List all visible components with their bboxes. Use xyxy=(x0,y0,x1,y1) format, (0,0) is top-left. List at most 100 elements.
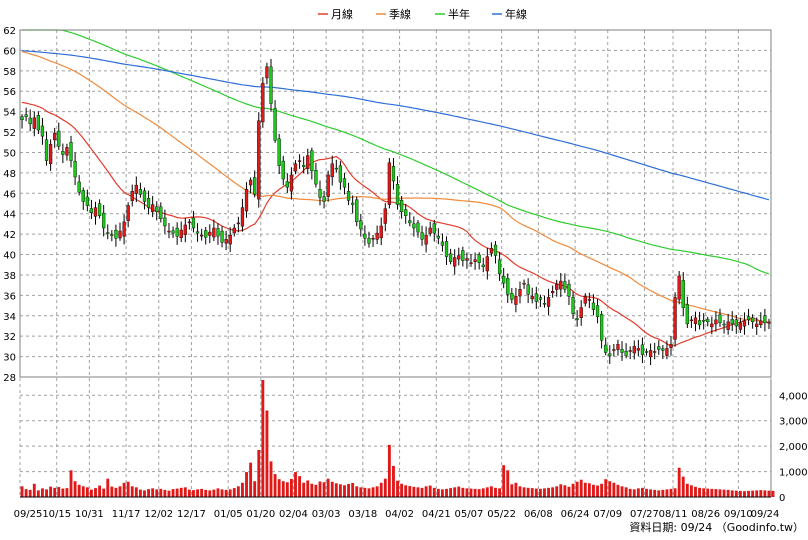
volume-bar xyxy=(28,489,32,497)
candle-body xyxy=(199,234,204,237)
candle-body xyxy=(97,203,102,216)
candle-body xyxy=(342,178,347,188)
candle-body xyxy=(395,184,400,205)
candle-body xyxy=(248,179,253,186)
price-tick-label: 38 xyxy=(3,271,16,282)
candle-body xyxy=(432,223,436,234)
candle-body xyxy=(326,174,330,197)
candle-body xyxy=(118,230,122,239)
volume-bar xyxy=(710,488,714,497)
volume-bar xyxy=(138,489,142,497)
volume-bar xyxy=(551,487,555,497)
candle-body xyxy=(673,297,677,340)
volume-bar xyxy=(273,474,277,497)
candle-body xyxy=(102,212,106,229)
volume-bar xyxy=(326,478,330,497)
candle-body xyxy=(571,296,575,314)
volume-bar xyxy=(518,486,522,497)
price-tick-label: 36 xyxy=(3,291,16,302)
legend-label: 季線 xyxy=(389,7,411,21)
volume-bar xyxy=(702,488,706,497)
candle-body xyxy=(428,227,432,234)
x-tick-label: 07/27 xyxy=(630,509,659,520)
candle-body xyxy=(481,264,485,267)
x-tick-label: 10/15 xyxy=(42,509,71,520)
volume-bar xyxy=(41,488,44,497)
volume-bar xyxy=(473,488,477,497)
candle-body xyxy=(710,323,714,328)
volume-bar xyxy=(677,467,681,497)
volume-bar xyxy=(583,482,587,497)
x-tick-label: 01/05 xyxy=(214,509,243,520)
volume-bar xyxy=(502,465,506,497)
volume-bar xyxy=(465,488,469,497)
volume-bar xyxy=(506,470,510,497)
candle-body xyxy=(595,305,600,317)
x-tick-label: 09/10 xyxy=(724,509,753,520)
candle-body xyxy=(742,320,747,327)
candle-body xyxy=(489,248,494,254)
volume-bar xyxy=(187,489,191,497)
volume-bar xyxy=(224,489,228,497)
ma-line-3 xyxy=(22,29,770,275)
volume-tick-label: 4,000 xyxy=(779,391,808,402)
candle-body xyxy=(61,151,65,155)
price-tick-label: 28 xyxy=(3,373,16,384)
x-tick-label: 08/11 xyxy=(659,509,688,520)
candle-body xyxy=(212,227,216,238)
candle-body xyxy=(224,239,228,244)
candle-body xyxy=(669,344,673,349)
candle-body xyxy=(542,303,547,305)
ma-line-4 xyxy=(21,50,770,201)
candle-body xyxy=(648,350,653,358)
price-tick-label: 44 xyxy=(3,210,16,221)
candle-body xyxy=(314,170,318,185)
candle-body xyxy=(522,282,526,285)
volume-bar xyxy=(314,484,318,497)
candle-body xyxy=(689,319,694,322)
candle-body xyxy=(563,281,567,290)
volume-bar xyxy=(183,487,187,497)
volume-bar xyxy=(367,488,371,497)
x-tick-label: 05/22 xyxy=(487,509,516,520)
volume-bar xyxy=(89,489,93,497)
volume-bar xyxy=(212,489,216,497)
x-tick-label: 07/09 xyxy=(593,509,622,520)
candle-body xyxy=(510,293,514,300)
candle-body xyxy=(57,130,61,147)
volume-bar xyxy=(428,485,432,497)
candle-body xyxy=(746,316,751,321)
candle-body xyxy=(383,208,387,224)
candle-body xyxy=(265,66,269,79)
price-tick-label: 54 xyxy=(3,108,16,119)
volume-bar xyxy=(24,489,28,497)
grid xyxy=(19,29,772,498)
volume-bar xyxy=(747,490,750,497)
legend-label: 半年 xyxy=(448,7,470,21)
candle-body xyxy=(220,230,224,243)
candle-body xyxy=(604,344,608,353)
volume-bar xyxy=(632,489,636,497)
candle-body xyxy=(677,275,681,300)
candle-body xyxy=(53,132,57,141)
candle-body xyxy=(620,349,624,353)
volume-bar xyxy=(228,489,232,497)
volume-bar xyxy=(130,486,134,497)
volume-bar xyxy=(318,481,322,497)
volume-tick-label: 0 xyxy=(779,493,785,504)
volume-bar xyxy=(118,486,122,497)
candle-body xyxy=(289,174,294,192)
volume-bar xyxy=(681,476,685,497)
volume-bar xyxy=(489,486,493,497)
volume-bar xyxy=(645,488,648,497)
volume-bar xyxy=(94,488,97,497)
x-tick-label: 11/17 xyxy=(112,509,141,520)
candle-body xyxy=(730,319,734,325)
volume-bar xyxy=(269,461,273,497)
candle-body xyxy=(44,139,49,161)
candle-body xyxy=(338,165,343,183)
x-tick-label: 06/24 xyxy=(561,509,590,520)
volume-bar xyxy=(285,482,289,497)
candle-body xyxy=(734,319,738,327)
